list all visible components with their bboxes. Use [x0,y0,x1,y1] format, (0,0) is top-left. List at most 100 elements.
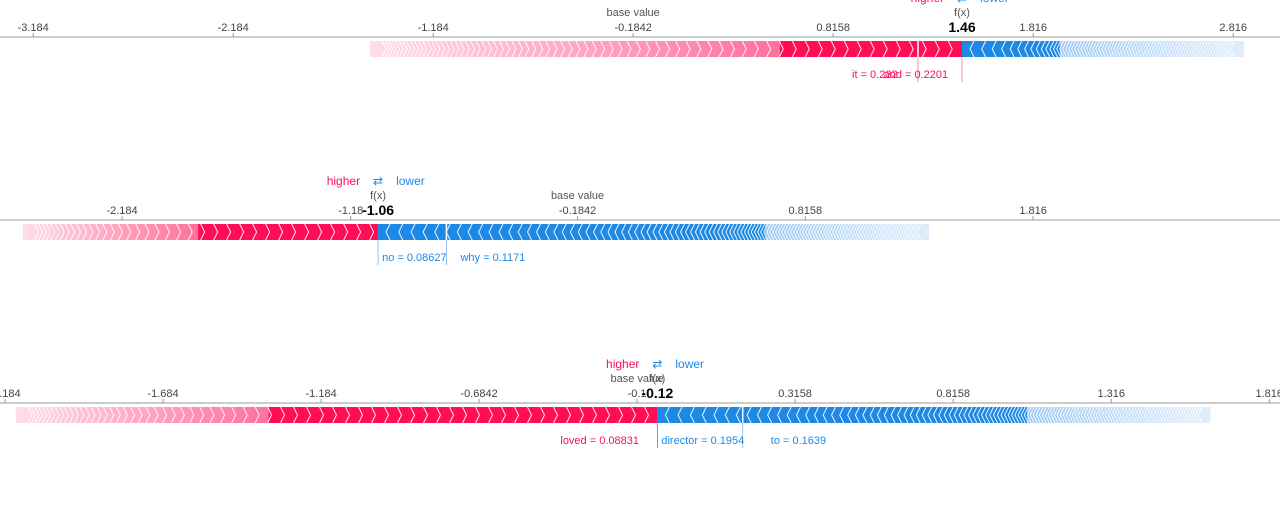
red-chevron [267,406,273,424]
blue-chevron [1194,406,1200,424]
blue-chevron [883,223,889,241]
red-chevron [102,223,108,241]
blue-chevron [1176,40,1182,58]
blue-chevron [1062,406,1068,424]
blue-chevron [1086,40,1092,58]
blue-chevron [932,406,938,424]
blue-chevron [721,223,727,241]
x-tick-label: -2.184 [106,205,137,217]
red-chevron [631,406,637,424]
blue-chevron [892,223,898,241]
blue-chevron [1040,40,1046,58]
blue-chevron [756,406,762,424]
blue-chevron [835,223,841,241]
red-chevron [278,223,284,241]
fx-label: f(x) [370,190,386,202]
blue-chevron [856,223,862,241]
red-chevron [501,406,507,424]
legend-higher: higher [606,357,639,371]
red-chevron [718,40,724,58]
red-chevron [388,40,394,58]
red-chevron [843,40,849,58]
red-chevron [330,223,336,241]
x-tick-label: -1.184 [418,22,449,34]
blue-chevron [850,223,856,241]
blue-chevron [1206,40,1212,58]
blue-chevron [663,223,669,241]
blue-chevron [1122,40,1128,58]
red-chevron [122,406,128,424]
blue-chevron [1128,40,1134,58]
red-chevron [511,40,517,58]
blue-chevron [577,223,583,241]
red-chevron [398,40,404,58]
x-tick-label: 0.8158 [936,388,970,400]
red-chevron [524,40,530,58]
blue-chevron [1056,40,1062,58]
blue-chevron [634,223,640,241]
blue-chevron [1146,40,1152,58]
red-chevron [600,40,606,58]
blue-chevron [1035,40,1041,58]
red-chevron [617,40,623,58]
base-value-label: base value [607,7,660,19]
red-chevron [454,40,460,58]
red-chevron [921,40,927,58]
blue-chevron [456,223,462,241]
red-chevron [137,406,143,424]
blue-chevron [1137,40,1143,58]
blue-chevron [689,406,695,424]
feature-label: to = 0.1639 [771,435,826,447]
red-chevron [115,406,121,424]
blue-chevron [766,223,772,241]
blue-chevron [1092,40,1098,58]
red-chevron [50,223,56,241]
red-chevron [462,406,468,424]
blue-chevron [1083,406,1089,424]
force-plot-3: -2.184 -1.684 -1.184 -0.6842 -0.1 0.3158 0.815… [0,357,1280,448]
blue-chevron [868,223,874,241]
red-chevron [830,40,836,58]
blue-chevron [1227,40,1233,58]
red-chevron [117,223,123,241]
blue-chevron [607,223,613,241]
red-chevron [135,223,141,241]
blue-chevron [1182,40,1188,58]
blue-chevron [1001,40,1007,58]
red-chevron [384,40,390,58]
blue-chevron [1116,406,1122,424]
red-chevron [358,406,364,424]
blue-chevron [1047,406,1053,424]
blue-chevron [1200,40,1206,58]
blue-chevron [1212,40,1218,58]
red-chevron [817,40,823,58]
blue-chevron [976,406,982,424]
red-chevron [531,40,537,58]
red-chevron [553,406,559,424]
red-chevron [567,40,573,58]
feature-label: and = 0.2201 [884,69,949,81]
red-chevron [291,223,297,241]
red-chevron [608,40,614,58]
blue-chevron [991,40,997,58]
red-chevron [626,40,632,58]
red-chevron [109,406,115,424]
blue-chevron [1007,406,1013,424]
blue-chevron [880,223,886,241]
red-chevron [54,406,60,424]
blue-chevron [585,223,591,241]
red-chevron [265,223,271,241]
blue-chevron [895,223,901,241]
red-chevron [242,406,248,424]
blue-chevron [958,406,964,424]
blue-chevron [535,223,542,241]
blue-chevron [1044,406,1050,424]
blue-chevron [890,406,896,424]
red-chevron [126,223,132,241]
blue-chevron [627,223,633,241]
red-chevron [254,406,260,424]
fx-label: f(x) [649,373,665,385]
x-tick-label: 0.8158 [816,22,850,34]
red-chevron [696,40,702,58]
red-chevron [200,223,206,241]
